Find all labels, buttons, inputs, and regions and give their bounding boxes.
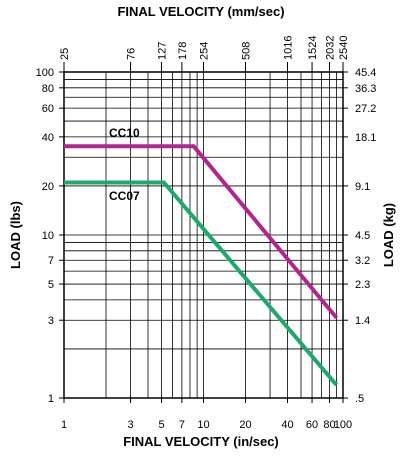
right-tick-label: 4.5 bbox=[355, 230, 370, 242]
series-label-cc10: CC10 bbox=[109, 126, 140, 140]
series-line-cc07 bbox=[64, 180, 339, 387]
series-lines bbox=[64, 144, 339, 387]
left-tick-label: 20 bbox=[42, 181, 54, 193]
bottom-tick-label: 7 bbox=[179, 419, 185, 431]
left-axis-title: LOAD (lbs) bbox=[8, 201, 23, 269]
left-tick-label: 1 bbox=[48, 393, 54, 405]
top-tick-label: 1016 bbox=[282, 36, 294, 60]
bottom-tick-label: 60 bbox=[306, 419, 318, 431]
bottom-tick-label: 100 bbox=[334, 419, 352, 431]
left-tick-label: 60 bbox=[42, 103, 54, 115]
right-tick-label: 3.2 bbox=[355, 255, 370, 267]
series-line-cc10 bbox=[64, 144, 339, 320]
top-tick-label: 254 bbox=[199, 42, 211, 60]
right-tick-label: 27.2 bbox=[355, 103, 376, 115]
left-tick-label: 7 bbox=[48, 255, 54, 267]
right-tick-label: 9.1 bbox=[355, 181, 370, 193]
right-tick-label: 18.1 bbox=[355, 132, 376, 144]
right-tick-label: .5 bbox=[355, 393, 364, 405]
right-tick-label: 36.3 bbox=[355, 83, 376, 95]
bottom-tick-label: 20 bbox=[239, 419, 251, 431]
grid-lines bbox=[63, 71, 344, 399]
series-label-cc07: CC07 bbox=[109, 189, 140, 203]
top-axis-title: FINAL VELOCITY (mm/sec) bbox=[117, 4, 284, 19]
bottom-tick-label: 1 bbox=[61, 419, 67, 431]
top-tick-label: 1524 bbox=[307, 36, 319, 60]
tick-marks bbox=[59, 62, 348, 403]
top-tick-label: 2032 bbox=[324, 36, 336, 60]
right-tick-label: 1.4 bbox=[355, 315, 370, 327]
right-axis-title: LOAD (kg) bbox=[381, 203, 396, 267]
top-tick-label: 178 bbox=[177, 42, 189, 60]
top-tick-label: 508 bbox=[240, 42, 252, 60]
left-tick-label: 10 bbox=[42, 230, 54, 242]
bottom-tick-label: 3 bbox=[127, 419, 133, 431]
bottom-tick-label: 40 bbox=[281, 419, 293, 431]
left-tick-label: 3 bbox=[48, 315, 54, 327]
bottom-axis-title: FINAL VELOCITY (in/sec) bbox=[123, 434, 279, 449]
left-tick-label: 100 bbox=[36, 67, 54, 79]
bottom-tick-label: 5 bbox=[158, 419, 164, 431]
bottom-tick-label: 10 bbox=[197, 419, 209, 431]
left-tick-label: 40 bbox=[42, 132, 54, 144]
right-tick-label: 2.3 bbox=[355, 279, 370, 291]
bottom-tick-label: 80 bbox=[323, 419, 335, 431]
top-tick-label: 127 bbox=[157, 42, 169, 60]
top-tick-label: 2540 bbox=[338, 36, 350, 60]
left-tick-label: 5 bbox=[48, 279, 54, 291]
right-tick-label: 45.4 bbox=[355, 67, 376, 79]
top-tick-label: 76 bbox=[126, 48, 138, 60]
left-tick-label: 80 bbox=[42, 83, 54, 95]
top-tick-label: 25 bbox=[59, 48, 71, 60]
